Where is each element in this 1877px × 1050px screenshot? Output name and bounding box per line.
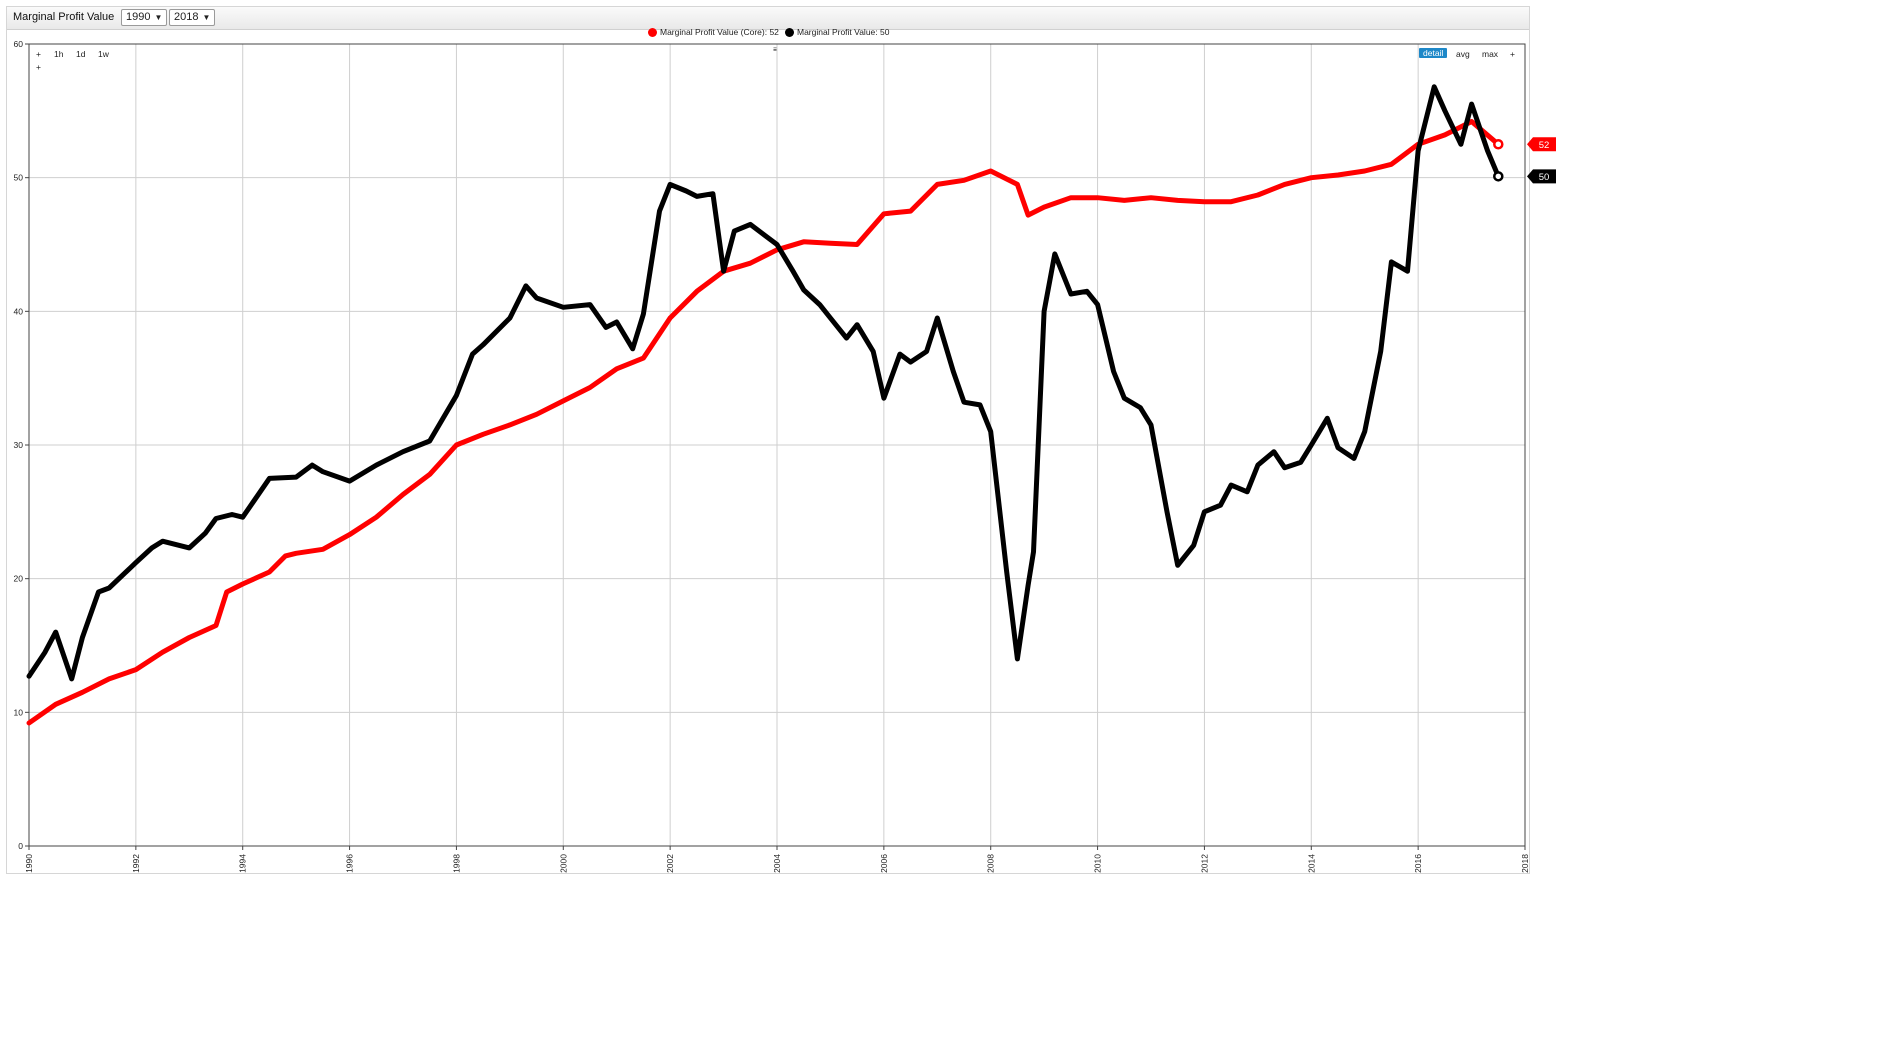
x-tick-label: 1996 <box>345 854 355 873</box>
black-dot-icon <box>785 27 794 37</box>
end-marker-core <box>1493 139 1504 150</box>
legend-item-core[interactable]: Marginal Profit Value (Core): 52 <box>648 27 779 37</box>
x-tick-label: 2004 <box>772 854 782 873</box>
x-tick-label: 2012 <box>1199 854 1209 873</box>
series-line-value[interactable] <box>26 84 1501 682</box>
y-tick-label: 10 <box>14 707 24 717</box>
chevron-down-icon: ▼ <box>202 13 211 22</box>
series-line-core[interactable] <box>26 119 1501 726</box>
y-tick-label: 40 <box>14 306 24 316</box>
max-button[interactable]: max <box>1482 49 1499 59</box>
value-badge-core: 52 <box>1527 137 1556 152</box>
x-tick-label: 1990 <box>24 854 34 873</box>
add-button[interactable]: + <box>36 62 41 72</box>
detail-button[interactable]: detail <box>1419 48 1448 58</box>
x-tick-label: 2014 <box>1306 854 1316 873</box>
red-dot-icon <box>648 27 657 37</box>
svg-text:52: 52 <box>1539 140 1550 151</box>
end-marker-value <box>1493 171 1504 182</box>
toolbar: Marginal Profit Value 1990 ▼ 2018 ▼ <box>7 7 1529 30</box>
line-chart: 1990 1992 1994 1996 1998 2000 2002 2004 2006 2008… <box>14 39 1556 873</box>
x-tick-label: 2008 <box>986 854 996 873</box>
y-tick-label: 30 <box>14 440 24 450</box>
y-tick-label: 0 <box>18 841 23 851</box>
legend-item-value[interactable]: Marginal Profit Value: 50 <box>785 27 889 37</box>
x-tick-label: 1994 <box>238 854 248 873</box>
period-1h-button[interactable]: 1h <box>54 49 64 59</box>
legend-label-value: Marginal Profit Value: 50 <box>797 27 890 37</box>
period-1d-button[interactable]: 1d <box>76 49 86 59</box>
end-year-select[interactable]: 2018 ▼ <box>169 9 216 26</box>
x-tick-label: 2010 <box>1093 854 1103 873</box>
chevron-down-icon: ▼ <box>154 13 163 22</box>
x-tick-label: 1992 <box>131 854 141 873</box>
start-year-select[interactable]: 1990 ▼ <box>121 9 168 26</box>
y-tick-label: 50 <box>14 173 24 183</box>
x-tick-label: 2006 <box>879 854 889 873</box>
svg-text:50: 50 <box>1539 172 1550 183</box>
chart-panel: Marginal Profit Value 1990 ▼ 2018 ▼ <box>6 6 1530 874</box>
x-tick-label: 2002 <box>665 854 675 873</box>
legend-label-core: Marginal Profit Value (Core): 52 <box>660 27 779 37</box>
zoom-in-button[interactable]: + <box>36 49 41 59</box>
expand-button[interactable]: + <box>1510 49 1515 59</box>
avg-button[interactable]: avg <box>1456 49 1470 59</box>
x-tick-label: 1998 <box>451 854 461 873</box>
x-tick-label: 2000 <box>558 854 568 873</box>
value-badge-value: 50 <box>1527 169 1556 184</box>
y-tick-label: 20 <box>14 574 24 584</box>
start-year-value: 1990 <box>126 11 151 23</box>
period-1w-button[interactable]: 1w <box>98 49 109 59</box>
x-tick-label: 2016 <box>1413 854 1423 873</box>
chart-title: Marginal Profit Value <box>13 11 115 23</box>
end-year-value: 2018 <box>174 11 199 23</box>
splitter-handle-icon[interactable]: ≡ <box>773 45 778 54</box>
x-tick-label: 2018 <box>1520 854 1530 873</box>
y-tick-label: 60 <box>14 39 24 49</box>
